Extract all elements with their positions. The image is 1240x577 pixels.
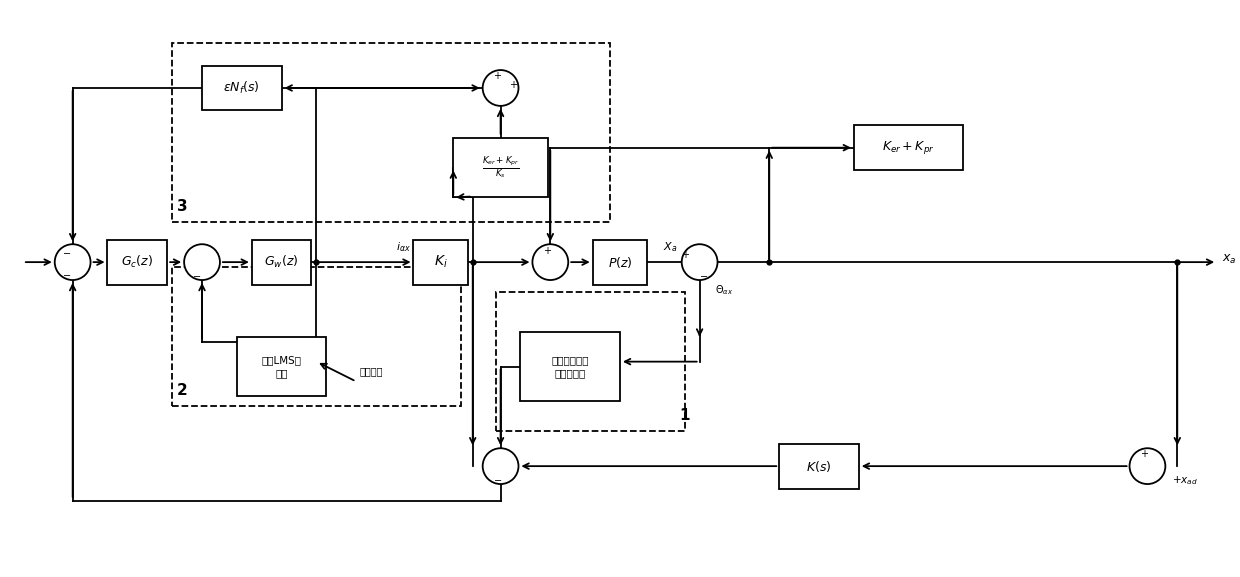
- Text: $x_a$: $x_a$: [1223, 253, 1236, 265]
- Text: $P(z)$: $P(z)$: [608, 254, 632, 269]
- Bar: [854, 125, 963, 170]
- Bar: [593, 239, 647, 284]
- Bar: [237, 337, 326, 396]
- Text: $K_i$: $K_i$: [434, 254, 448, 271]
- Text: $+$: $+$: [543, 245, 552, 256]
- Text: $+$: $+$: [494, 70, 502, 81]
- Bar: [521, 332, 620, 402]
- Text: $-$: $-$: [62, 247, 71, 257]
- Text: 3: 3: [177, 200, 187, 215]
- Bar: [454, 138, 548, 197]
- Text: $G_w(z)$: $G_w(z)$: [264, 254, 299, 270]
- Text: 1: 1: [680, 409, 691, 424]
- Text: $+x_{ad}$: $+x_{ad}$: [1172, 475, 1198, 488]
- Bar: [496, 292, 684, 432]
- Text: $-$: $-$: [699, 270, 708, 280]
- Text: 2: 2: [177, 384, 188, 399]
- Text: $\frac{K_{er}+K_{pr}}{K_s}$: $\frac{K_{er}+K_{pr}}{K_s}$: [482, 155, 520, 181]
- Text: $K(s)$: $K(s)$: [806, 459, 832, 474]
- Bar: [779, 444, 859, 489]
- Bar: [413, 239, 469, 284]
- Text: $G_c(z)$: $G_c(z)$: [122, 254, 154, 270]
- Text: $i_{\alpha x}$: $i_{\alpha x}$: [396, 240, 410, 254]
- Text: $X_a$: $X_a$: [662, 240, 677, 254]
- Circle shape: [682, 244, 718, 280]
- Circle shape: [482, 448, 518, 484]
- Circle shape: [184, 244, 219, 280]
- Bar: [172, 267, 461, 406]
- Circle shape: [55, 244, 91, 280]
- Text: $-$: $-$: [192, 270, 202, 280]
- Text: 参考输入: 参考输入: [360, 366, 383, 377]
- Bar: [172, 43, 610, 222]
- Text: $-$: $-$: [62, 269, 71, 279]
- Bar: [202, 66, 281, 110]
- Bar: [108, 239, 167, 284]
- Text: $+$: $+$: [508, 80, 518, 91]
- Text: 传感器谐波同
频信号补偿: 传感器谐波同 频信号补偿: [552, 355, 589, 378]
- Text: $+$: $+$: [1140, 448, 1149, 459]
- Text: $+$: $+$: [681, 249, 691, 260]
- Circle shape: [532, 244, 568, 280]
- Text: 频域LMS滤
波器: 频域LMS滤 波器: [262, 355, 301, 378]
- Bar: [252, 239, 311, 284]
- Text: $\Theta_{\alpha x}$: $\Theta_{\alpha x}$: [714, 283, 733, 297]
- Circle shape: [482, 70, 518, 106]
- Text: $-$: $-$: [494, 474, 502, 484]
- Circle shape: [1130, 448, 1166, 484]
- Text: $\varepsilon N_f(s)$: $\varepsilon N_f(s)$: [223, 80, 260, 96]
- Text: $K_{er}+K_{pr}$: $K_{er}+K_{pr}$: [883, 139, 935, 156]
